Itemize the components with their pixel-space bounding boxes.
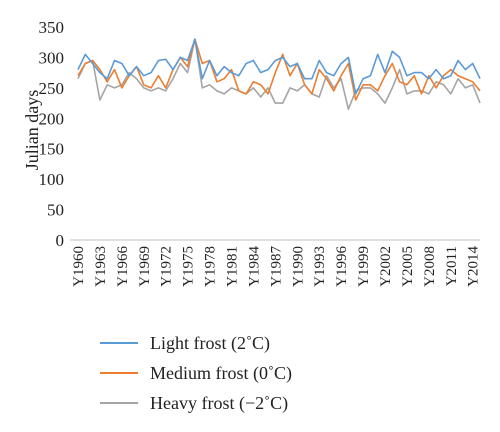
x-tick-label: Y1960 (71, 246, 87, 287)
y-axis-label: Julian days (22, 90, 42, 171)
y-tick-label: 200 (39, 109, 65, 128)
series-lines (77, 38, 481, 110)
series-line (77, 38, 481, 101)
y-tick-label: 300 (39, 48, 65, 67)
y-tick-label: 0 (56, 231, 65, 250)
x-tick-label: Y1993 (312, 246, 328, 287)
x-tick-label: Y1969 (137, 246, 153, 287)
x-tick-label: Y1978 (203, 246, 219, 287)
series-line (77, 38, 481, 110)
legend: Light frost (2˚C) Medium frost (0˚C) Heavy… (100, 333, 292, 414)
legend-item: Medium frost (0˚C) (100, 363, 292, 384)
x-tick-label: Y1984 (246, 246, 262, 287)
y-tick-label: 350 (39, 18, 65, 37)
x-tick-label: Y1987 (268, 246, 284, 287)
x-tick-label: Y2011 (444, 246, 460, 286)
x-tick-label: Y1963 (93, 246, 109, 287)
x-tick-label: Y1972 (159, 246, 175, 287)
legend-item: Heavy frost (−2˚C) (100, 393, 288, 414)
legend-label: Medium frost (0˚C) (150, 363, 292, 384)
x-tick-label: Y1996 (334, 246, 350, 287)
legend-item: Light frost (2˚C) (100, 333, 270, 354)
x-tick-label: Y2002 (378, 246, 394, 287)
x-tick-label: Y1990 (290, 246, 306, 287)
x-tick-label: Y2005 (400, 246, 416, 287)
x-tick-label: Y2008 (422, 246, 438, 287)
x-tick-label: Y1999 (356, 246, 372, 287)
x-tick-label: Y1981 (224, 246, 240, 287)
y-tick-label: 250 (39, 79, 65, 98)
legend-label: Light frost (2˚C) (150, 333, 270, 354)
y-axis-ticks: 0 50 100 150 200 250 300 350 (39, 18, 65, 250)
x-tick-label: Y2014 (466, 246, 482, 287)
x-tick-label: Y1975 (181, 246, 197, 287)
x-tick-label: Y1966 (115, 246, 131, 287)
y-tick-label: 150 (39, 140, 65, 159)
series-line (77, 38, 481, 95)
legend-label: Heavy frost (−2˚C) (150, 393, 288, 414)
y-tick-label: 50 (47, 201, 64, 220)
x-axis-ticks: Y1960 Y1963 Y1966 Y1969 Y1972 Y1975 Y1978 Y1981… (71, 246, 482, 287)
y-tick-label: 100 (39, 170, 65, 189)
